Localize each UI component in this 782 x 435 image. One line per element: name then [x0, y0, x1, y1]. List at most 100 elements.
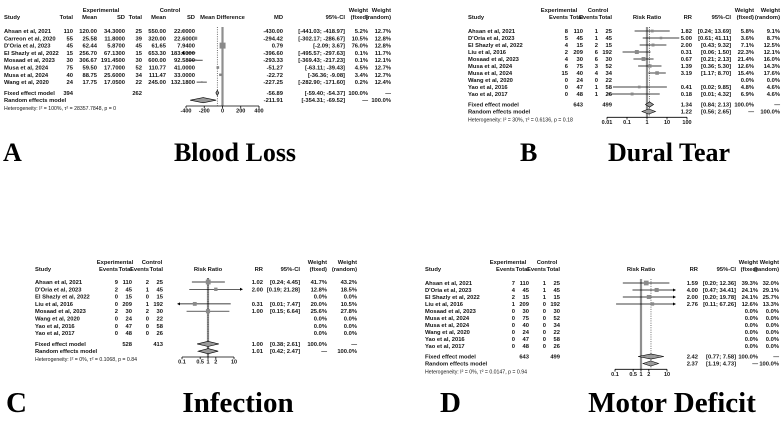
confidence-interval: [0.24; 4.45] [270, 280, 300, 286]
random-effects-model-label: Random effects model [468, 110, 531, 116]
study-cell: 110.77 [149, 66, 166, 72]
effect-estimate: -293.33 [263, 58, 283, 64]
weight-random: 0.0% [766, 344, 779, 350]
effect-estimate: -227.25 [263, 80, 283, 86]
study-name: Musa et al, 2024 [4, 73, 49, 79]
fixed-effect-model-total: 499 [550, 355, 560, 361]
plot-square [648, 64, 652, 68]
study-cell: 6 [595, 57, 599, 63]
fixed-effect-model-total: 643 [573, 103, 583, 109]
confidence-interval: [0.61; 41.11] [698, 36, 731, 42]
header-plot-column: Risk Ratio [627, 267, 656, 273]
study-cell: 0 [512, 337, 515, 343]
ci-arrow-left [181, 51, 184, 55]
study-cell: 26 [606, 92, 613, 98]
random-effects-model-estimate: 1.01 [252, 349, 264, 355]
weight-fixed: 0.0% [745, 330, 758, 336]
effect-estimate: 0.18 [681, 92, 693, 98]
panel-caption-infection: Infection [182, 387, 294, 419]
x-axis-tick-label: 0 [221, 109, 224, 115]
plot-square [651, 43, 655, 47]
random-effects-model-label: Random effects model [425, 362, 488, 368]
confidence-interval: [0.21; 2.13] [701, 57, 731, 63]
confidence-interval: [0.47; 34.41] [703, 288, 736, 294]
study-cell: 0 [543, 309, 546, 315]
study-name: Mosaad et al, 2023 [4, 58, 56, 64]
study-name: Liu et al, 2016 [425, 302, 464, 308]
study-cell: 209 [519, 302, 529, 308]
study-cell: 0 [146, 324, 149, 330]
header-weight: Weight [338, 260, 357, 266]
confidence-interval: [0.43; 9.32] [701, 43, 731, 49]
study-cell: 1 [543, 288, 547, 294]
x-axis-tick-label: 0.5 [196, 360, 204, 366]
study-cell: 30 [577, 57, 583, 63]
header-col: SD [117, 15, 125, 21]
weight-random: 12.1% [375, 58, 391, 64]
header-weight: Weight [735, 8, 754, 14]
header-col: Total [60, 15, 74, 21]
study-name: Ahsan et al, 2021 [468, 29, 516, 35]
weight-random: 12.7% [375, 73, 391, 79]
study-name: Liu et al, 2016 [468, 50, 507, 56]
study-cell: 88.75 [82, 73, 97, 79]
header-col: Events [496, 267, 515, 273]
confidence-interval: [0.01; 7.47] [270, 302, 300, 308]
fixed-effect-model-diamond [215, 89, 220, 97]
random-effects-model-diamond [641, 108, 657, 115]
confidence-interval: [-302.17; -286.67] [298, 36, 345, 42]
weight-fixed: 3.6% [741, 36, 754, 42]
confidence-interval: [1.17; 8.70] [701, 71, 731, 77]
study-cell: 75 [523, 316, 530, 322]
study-name: Wang et al, 2020 [35, 317, 80, 323]
weight-fixed: 39.3% [742, 281, 758, 287]
weight-random: 0.0% [344, 324, 357, 330]
weight-fixed: 7.1% [741, 43, 754, 49]
plot-square [194, 59, 197, 62]
random-effects-model-diamond [642, 360, 660, 367]
confidence-interval: [0.01; 4.32] [701, 92, 731, 98]
study-cell: 1 [595, 85, 599, 91]
forest-plot-svg: Experimental Control Weight Weight Study Even… [468, 8, 780, 126]
header-study: Study [425, 267, 442, 273]
study-cell: 40 [577, 71, 583, 77]
study-cell: 48 [126, 331, 133, 337]
study-cell: 320.00 [148, 36, 166, 42]
plot-square [643, 280, 649, 286]
study-name: Mosaad et al, 2023 [35, 309, 87, 315]
fixed-effect-model-estimate: 1.00 [252, 342, 263, 348]
weight-fixed: 25.6% [311, 309, 327, 315]
header-ci: 95%-CI [281, 267, 301, 273]
weight-fixed: 0.0% [741, 78, 754, 84]
study-cell: 34 [554, 323, 561, 329]
panel-letter-c: C [6, 387, 27, 419]
header-col: Total [599, 15, 613, 21]
study-name: Ahsan et al, 2021 [4, 29, 52, 35]
panel-caption-motor-deficit: Motor Deficit [588, 387, 756, 419]
header-weight: Weight [761, 8, 780, 14]
study-name: El Shazly et al, 2022 [35, 295, 90, 301]
fixed-effect-model-diamond [637, 353, 664, 360]
confidence-interval: [0.11; 67.26] [703, 302, 736, 308]
study-cell: 110 [520, 281, 529, 287]
weight-random: 29.1% [763, 288, 779, 294]
study-name: Musa et al, 2024 [425, 316, 470, 322]
header-experimental: Experimental [97, 260, 134, 266]
random-effects-model-estimate: 2.37 [687, 362, 698, 368]
weight-fixed: 0.1% [355, 51, 368, 57]
weight-random: 0.0% [344, 331, 357, 337]
study-cell: 25.6000 [104, 73, 125, 79]
confidence-interval: [0.19; 21.28] [267, 287, 300, 293]
header-weight-random: (random) [366, 15, 391, 21]
x-axis-tick-label: 10 [664, 120, 670, 126]
random-effects-model-diamond [190, 97, 217, 104]
header-study: Study [35, 267, 52, 273]
header-col: Events [99, 267, 118, 273]
fixed-effect-model-weight-random: — [773, 355, 779, 361]
study-name: Wang et al, 2020 [468, 78, 513, 84]
study-cell: 3 [595, 64, 599, 70]
weight-random: 12.4% [375, 80, 391, 86]
study-cell: 0 [146, 295, 149, 301]
study-cell: 306.67 [79, 58, 97, 64]
study-name: Liu et al, 2016 [35, 302, 74, 308]
